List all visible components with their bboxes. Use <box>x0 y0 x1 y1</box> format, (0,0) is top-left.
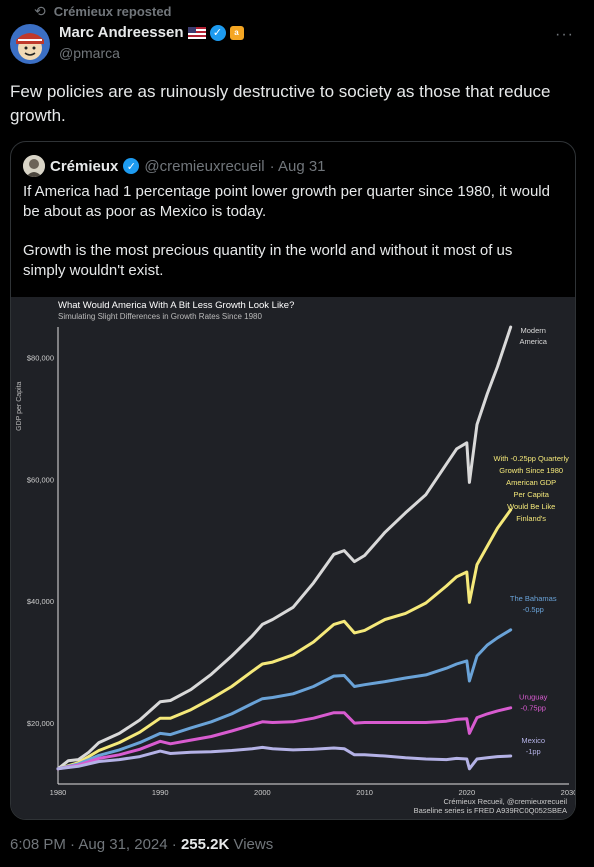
verified-badge-icon[interactable]: ✓ <box>209 24 226 41</box>
repost-label: Crémieux reposted <box>53 4 172 19</box>
chart-title: What Would America With A Bit Less Growt… <box>58 300 294 311</box>
y-tick-label: $20,000 <box>27 719 54 728</box>
y-tick-label: $40,000 <box>27 597 54 606</box>
more-options-icon[interactable]: ··· <box>555 26 574 43</box>
x-tick-label: 2030 <box>561 788 575 797</box>
author-handle[interactable]: @pmarca <box>59 45 120 61</box>
quote-author-handle: @cremieuxrecueil <box>144 157 265 175</box>
series-label-mexico: -1pp <box>526 747 541 756</box>
quote-text: If America had 1 percentage point lower … <box>23 182 558 300</box>
author-block: Marc Andreessen ✓ a @pmarca <box>59 24 244 61</box>
series-label-bahamas: -0.5pp <box>523 605 544 614</box>
series-label-modern: Modern <box>521 326 546 335</box>
series-line-mexico <box>56 745 513 771</box>
series-label-finland: American GDP <box>506 478 556 487</box>
y-axis-label: GDP per Capita <box>16 381 23 430</box>
series-label-uruguay: Uruguay <box>519 692 548 701</box>
x-tick-label: 2020 <box>458 788 475 797</box>
us-flag-icon <box>187 26 206 39</box>
series-label-finland: Per Capita <box>513 490 549 499</box>
affiliate-badge-icon[interactable]: a <box>229 25 244 40</box>
series-line-finland <box>56 508 513 771</box>
verified-badge-icon: ✓ <box>123 158 140 174</box>
quoted-tweet[interactable]: Crémieux ✓ @cremieuxrecueil · Aug 31 If … <box>10 141 576 820</box>
quote-date: · Aug 31 <box>269 157 326 175</box>
quote-author-name: Crémieux <box>50 157 119 175</box>
y-tick-label: $60,000 <box>27 475 54 484</box>
tweet-footer: 6:08 PM · Aug 31, 2024 · 255.2K Views <box>10 836 273 853</box>
timestamp[interactable]: 6:08 PM · Aug 31, 2024 · <box>10 836 181 853</box>
repost-icon: ⟲ <box>34 3 46 19</box>
series-label-modern: America <box>519 337 547 346</box>
avatar[interactable] <box>10 24 50 64</box>
series-label-finland: Would Be Like <box>507 502 555 511</box>
quote-avatar <box>23 155 45 177</box>
series-label-finland: With -0.25pp Quarterly <box>493 454 569 463</box>
series-label-bahamas: The Bahamas <box>510 594 557 603</box>
chart-subtitle: Simulating Slight Differences in Growth … <box>58 312 263 321</box>
y-tick-label: $80,000 <box>27 353 54 362</box>
views-label: Views <box>229 836 274 853</box>
chart-caption-source: Baseline series is FRED A939RC0Q052SBEA <box>414 806 567 815</box>
series-label-finland: Growth Since 1980 <box>499 466 563 475</box>
series-line-uruguay <box>56 706 513 771</box>
series-label-finland: Finland's <box>516 514 546 523</box>
x-tick-label: 2010 <box>356 788 373 797</box>
tweet-text: Few policies are as ruinously destructiv… <box>10 82 551 125</box>
gdp-chart: What Would America With A Bit Less Growt… <box>11 297 575 819</box>
series-line-modern <box>56 325 513 771</box>
chart-background <box>11 297 575 819</box>
repost-header[interactable]: ⟲ Crémieux reposted <box>34 3 172 20</box>
x-tick-label: 1980 <box>50 788 67 797</box>
quote-header: Crémieux ✓ @cremieuxrecueil · Aug 31 <box>23 155 326 177</box>
x-tick-label: 1990 <box>152 788 169 797</box>
views-count: 255.2K <box>180 836 230 853</box>
chart-image[interactable]: What Would America With A Bit Less Growt… <box>11 297 575 819</box>
series-label-mexico: Mexico <box>521 736 545 745</box>
quote-paragraph-1: If America had 1 percentage point lower … <box>23 183 550 220</box>
series-label-uruguay: -0.75pp <box>521 703 546 712</box>
series-line-bahamas <box>56 628 513 771</box>
x-tick-label: 2000 <box>254 788 271 797</box>
chart-caption-credit: Crémieux Recueil, @cremieuxrecueil <box>444 797 568 806</box>
quote-paragraph-2: Growth is the most precious quantity in … <box>23 242 513 279</box>
author-name[interactable]: Marc Andreessen <box>59 24 184 41</box>
